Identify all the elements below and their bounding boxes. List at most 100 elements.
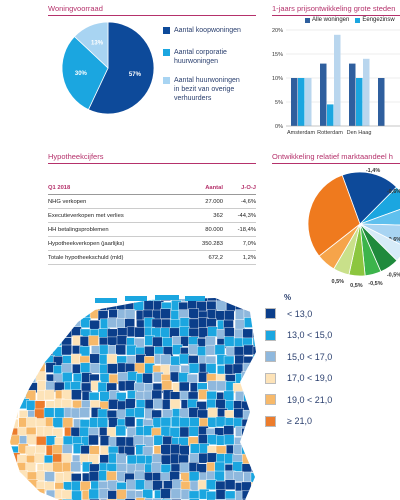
municipality-cell [106, 353, 118, 365]
municipality-cell [10, 407, 19, 419]
municipality-cell [10, 425, 12, 437]
woningvoorraad-pie: 57% 30% 13% [61, 21, 155, 115]
y-tick-label: 15% [272, 52, 283, 58]
table-row: HH betalingsproblemen 80.000 -18,4% [48, 222, 256, 237]
legend-swatch [163, 77, 170, 84]
map-legend-swatch [265, 372, 276, 384]
municipality-cell [45, 298, 56, 302]
municipality-cell [179, 426, 191, 438]
municipality-cell [188, 362, 200, 374]
municipality-cell [133, 300, 144, 311]
municipality-cell [135, 497, 147, 500]
municipality-cell [79, 407, 90, 418]
municipality-cell [206, 479, 217, 490]
hypotheek-rule [48, 163, 256, 164]
map-legend-label: 13,0 < 15,0 [287, 330, 333, 340]
map-legend-item: ≥ 21,0 [265, 415, 312, 427]
municipality-cell [142, 446, 154, 457]
municipality-cell [34, 362, 46, 374]
municipality-cell [88, 471, 100, 482]
x-tick-label: Amsterdam [287, 130, 316, 136]
municipality-cell [19, 481, 30, 493]
pie-slice [73, 21, 109, 69]
municipality-cell [0, 355, 9, 365]
row-joj: -4,6% [222, 194, 256, 209]
map-legend-swatch [265, 351, 276, 362]
municipality-cell [107, 317, 119, 328]
municipality-cell [63, 299, 75, 311]
municipality-cell [214, 344, 226, 356]
municipality-cell [143, 300, 155, 311]
municipality-cell [10, 363, 20, 374]
municipality-cell [242, 328, 253, 340]
municipality-cell [10, 489, 21, 500]
municipality-cell [54, 407, 65, 419]
municipality-cell [224, 327, 235, 338]
map-legend-label: < 13,0 [287, 308, 313, 319]
municipality-cell [170, 355, 181, 367]
municipality-cell [71, 326, 82, 338]
municipality-cell [0, 337, 10, 347]
municipality-cell [162, 337, 173, 349]
municipality-cell [26, 416, 37, 428]
municipality-cell [215, 300, 227, 311]
municipality-cell [252, 446, 256, 457]
municipality-cell [179, 381, 190, 393]
prijsontwikkeling-title: 1-jaars prijsontwikkeling grote steden [272, 4, 396, 13]
municipality-cell [0, 381, 9, 391]
municipality-cell [10, 301, 19, 312]
municipality-cell [116, 489, 127, 500]
marktaandeel-pie: -1,4% -0,6% -0,6% -0,5% -0,5% 0,5% 0,5% [307, 168, 400, 289]
municipality-cell [179, 445, 190, 456]
municipality-cell [10, 310, 20, 322]
municipality-cell [251, 453, 256, 464]
municipality-cell [10, 434, 21, 446]
municipality-cell [241, 490, 253, 500]
municipality-cell [232, 461, 243, 472]
municipality-cell [233, 408, 244, 419]
map-legend-item: 19,0 < 21,0 [265, 394, 332, 405]
map-legend-label: ≥ 21,0 [287, 416, 312, 426]
municipality-cell [190, 443, 201, 455]
municipality-cell [0, 481, 9, 491]
municipality-cell [10, 471, 21, 482]
municipality-cell [206, 452, 218, 464]
municipality-cell [215, 489, 227, 500]
municipality-cell [207, 380, 218, 392]
row-label: Executieverkopen met verlies [48, 208, 186, 223]
municipality-cell [98, 488, 110, 499]
municipality-cell [151, 462, 162, 473]
municipality-cell [10, 417, 11, 428]
municipality-cell [89, 353, 100, 365]
municipality-cell [207, 298, 218, 302]
municipality-cell [242, 453, 253, 465]
municipality-cell [19, 319, 30, 330]
pie-slice [359, 208, 400, 226]
municipality-cell [35, 327, 46, 339]
municipality-cell [45, 337, 56, 348]
municipality-cell [226, 298, 237, 304]
pie-slice-label: 13% [91, 41, 104, 47]
x-tick-label: Den Haag [347, 130, 372, 136]
municipality-cell [10, 463, 12, 474]
municipality-cell [252, 381, 256, 393]
municipality-cell [224, 490, 236, 500]
municipality-cell [10, 373, 12, 384]
row-joj: 1,2% [222, 250, 256, 265]
municipality-cell [252, 488, 256, 500]
municipality-cell [61, 489, 73, 500]
municipality-cell [10, 389, 18, 401]
legend-item: Aantal corporatie huurwoningen [163, 48, 227, 66]
map-legend-swatch [265, 329, 276, 341]
municipality-cell [225, 301, 237, 312]
municipality-cell [133, 435, 144, 446]
pie-slice [61, 35, 109, 111]
municipality-cell [79, 426, 90, 438]
table-row: Executieverkopen met verlies 362 -44,3% [48, 208, 256, 223]
municipality-cell [115, 436, 127, 448]
municipality-cell [252, 435, 256, 446]
municipality-cell [207, 326, 218, 337]
municipality-cell [25, 327, 37, 338]
municipality-cell [179, 353, 190, 365]
municipality-cell [124, 380, 136, 391]
